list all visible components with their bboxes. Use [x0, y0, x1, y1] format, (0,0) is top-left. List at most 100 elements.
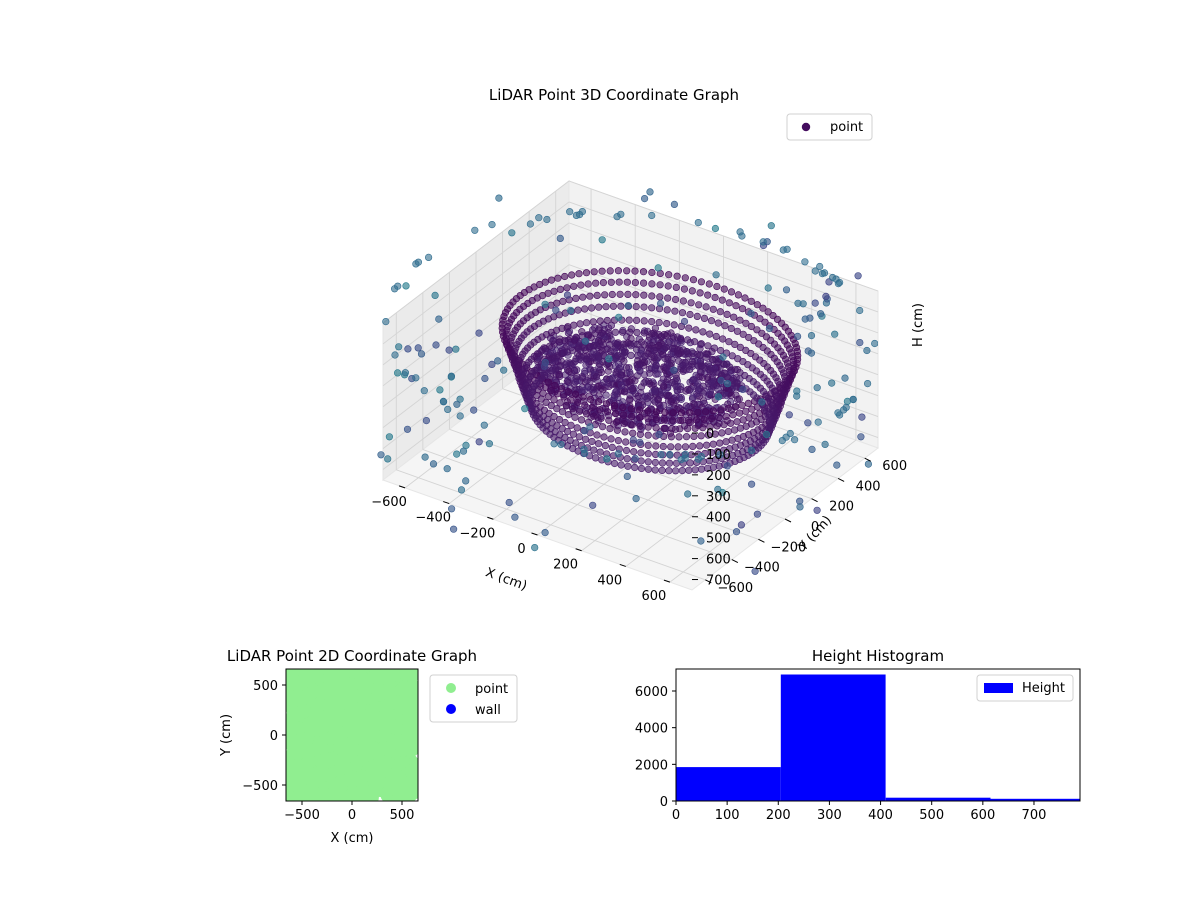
point-3d-marker — [690, 338, 699, 346]
point-3d-marker — [632, 303, 640, 311]
point-3d-marker — [857, 433, 865, 441]
point-3d-marker — [727, 288, 736, 296]
point-3d-marker — [700, 314, 709, 323]
point-3d-marker — [712, 332, 720, 341]
point-3d-marker — [725, 338, 733, 346]
y-tick-3d-mark--400 — [731, 559, 739, 564]
point-3d-marker — [718, 429, 726, 437]
point-3d-marker — [628, 385, 637, 393]
point-3d-marker — [475, 329, 483, 337]
point-2d-marker — [289, 709, 302, 722]
point-3d-marker — [597, 414, 605, 422]
point-2d-marker — [379, 699, 392, 712]
y-tick-3d-mark-400 — [837, 477, 845, 482]
point-3d-marker — [646, 188, 654, 196]
point-3d-marker — [582, 319, 591, 327]
point-3d-marker — [633, 340, 642, 349]
x-tick-hist-600: 600 — [970, 808, 995, 823]
x-axis-2d-label: X (cm) — [331, 831, 374, 846]
point-3d-marker — [733, 418, 741, 426]
histogram-title: Height Histogram — [812, 647, 944, 665]
point-3d-marker — [606, 425, 614, 433]
y-tick-3d-600: 600 — [882, 459, 907, 474]
point-3d-marker — [742, 407, 750, 415]
point-2d-marker — [296, 677, 309, 690]
point-3d-marker — [664, 282, 672, 290]
point-3d-marker — [598, 329, 606, 337]
point-3d-marker — [617, 210, 625, 218]
point-3d-marker — [623, 472, 631, 481]
point-3d-marker — [594, 353, 603, 361]
point-3d-marker — [417, 350, 426, 358]
point-3d-marker — [526, 220, 535, 228]
point-3d-marker — [592, 279, 600, 287]
point-2d-marker — [398, 702, 411, 715]
point-3d-marker — [588, 403, 596, 412]
point-3d-marker — [443, 465, 451, 473]
point-3d-marker — [583, 376, 591, 384]
point-2d-marker — [316, 743, 329, 756]
point-3d-marker — [560, 393, 568, 401]
point-3d-marker — [799, 300, 807, 308]
point-3d-marker — [611, 409, 620, 418]
point-3d-marker — [647, 341, 656, 350]
point-3d-marker — [671, 467, 680, 475]
point-3d-marker — [391, 351, 399, 359]
point-2d-marker — [381, 786, 394, 799]
point-3d-marker — [644, 441, 652, 449]
point-3d-marker — [614, 450, 622, 458]
point-3d-marker — [722, 412, 730, 420]
point-3d-marker — [590, 446, 598, 454]
point-3d-marker — [685, 466, 693, 474]
point-3d-marker — [625, 316, 633, 324]
point-2d-marker — [338, 725, 351, 738]
point-3d-marker — [640, 303, 648, 311]
y-tick-3d-mark-600 — [864, 457, 871, 462]
point-3d-marker — [711, 430, 719, 438]
point-3d-marker — [741, 294, 749, 302]
point-3d-marker — [704, 291, 712, 299]
point-3d-marker — [689, 442, 697, 451]
point-3d-marker — [622, 438, 630, 446]
point-3d-marker — [578, 208, 587, 216]
point-3d-marker — [747, 297, 755, 305]
point-3d-marker — [696, 289, 704, 297]
point-3d-marker — [565, 367, 573, 375]
point-3d-marker — [711, 224, 720, 233]
x-tick-3d-mark-400 — [619, 563, 626, 567]
point-3d-marker — [713, 282, 721, 291]
point-3d-marker — [588, 437, 596, 446]
point-3d-marker — [541, 300, 549, 308]
point-3d-marker — [813, 506, 821, 514]
x-tick-2d-500: 500 — [390, 808, 415, 823]
point-3d-marker — [636, 422, 644, 430]
point-2d-marker — [382, 741, 395, 754]
point-3d-marker — [599, 279, 608, 287]
point-3d-marker — [849, 396, 857, 404]
point-3d-marker — [555, 372, 564, 381]
point-3d-marker — [692, 326, 700, 334]
point-3d-marker — [614, 351, 622, 360]
point-3d-marker — [607, 278, 615, 286]
point-3d-marker — [714, 385, 722, 393]
point-3d-marker — [637, 449, 645, 457]
point-3d-marker — [588, 354, 596, 362]
point-3d-marker — [632, 316, 641, 325]
point-3d-marker — [727, 391, 735, 400]
point-3d-marker — [753, 326, 761, 334]
point-3d-marker — [665, 467, 673, 475]
point-3d-marker — [737, 521, 746, 529]
y-tick-3d-200: 200 — [829, 500, 854, 515]
point-3d-marker — [639, 268, 648, 276]
point-3d-marker — [828, 379, 836, 387]
grid-y-floor--600 — [396, 469, 706, 581]
point-3d-marker — [695, 301, 703, 309]
point-3d-marker — [756, 315, 764, 323]
point-3d-marker — [691, 424, 699, 432]
point-3d-marker — [858, 413, 866, 421]
point-3d-marker — [594, 440, 603, 448]
point-3d-marker — [668, 416, 677, 424]
point-3d-marker — [670, 321, 678, 329]
point-3d-marker — [759, 304, 767, 312]
point-3d-marker — [404, 345, 412, 353]
